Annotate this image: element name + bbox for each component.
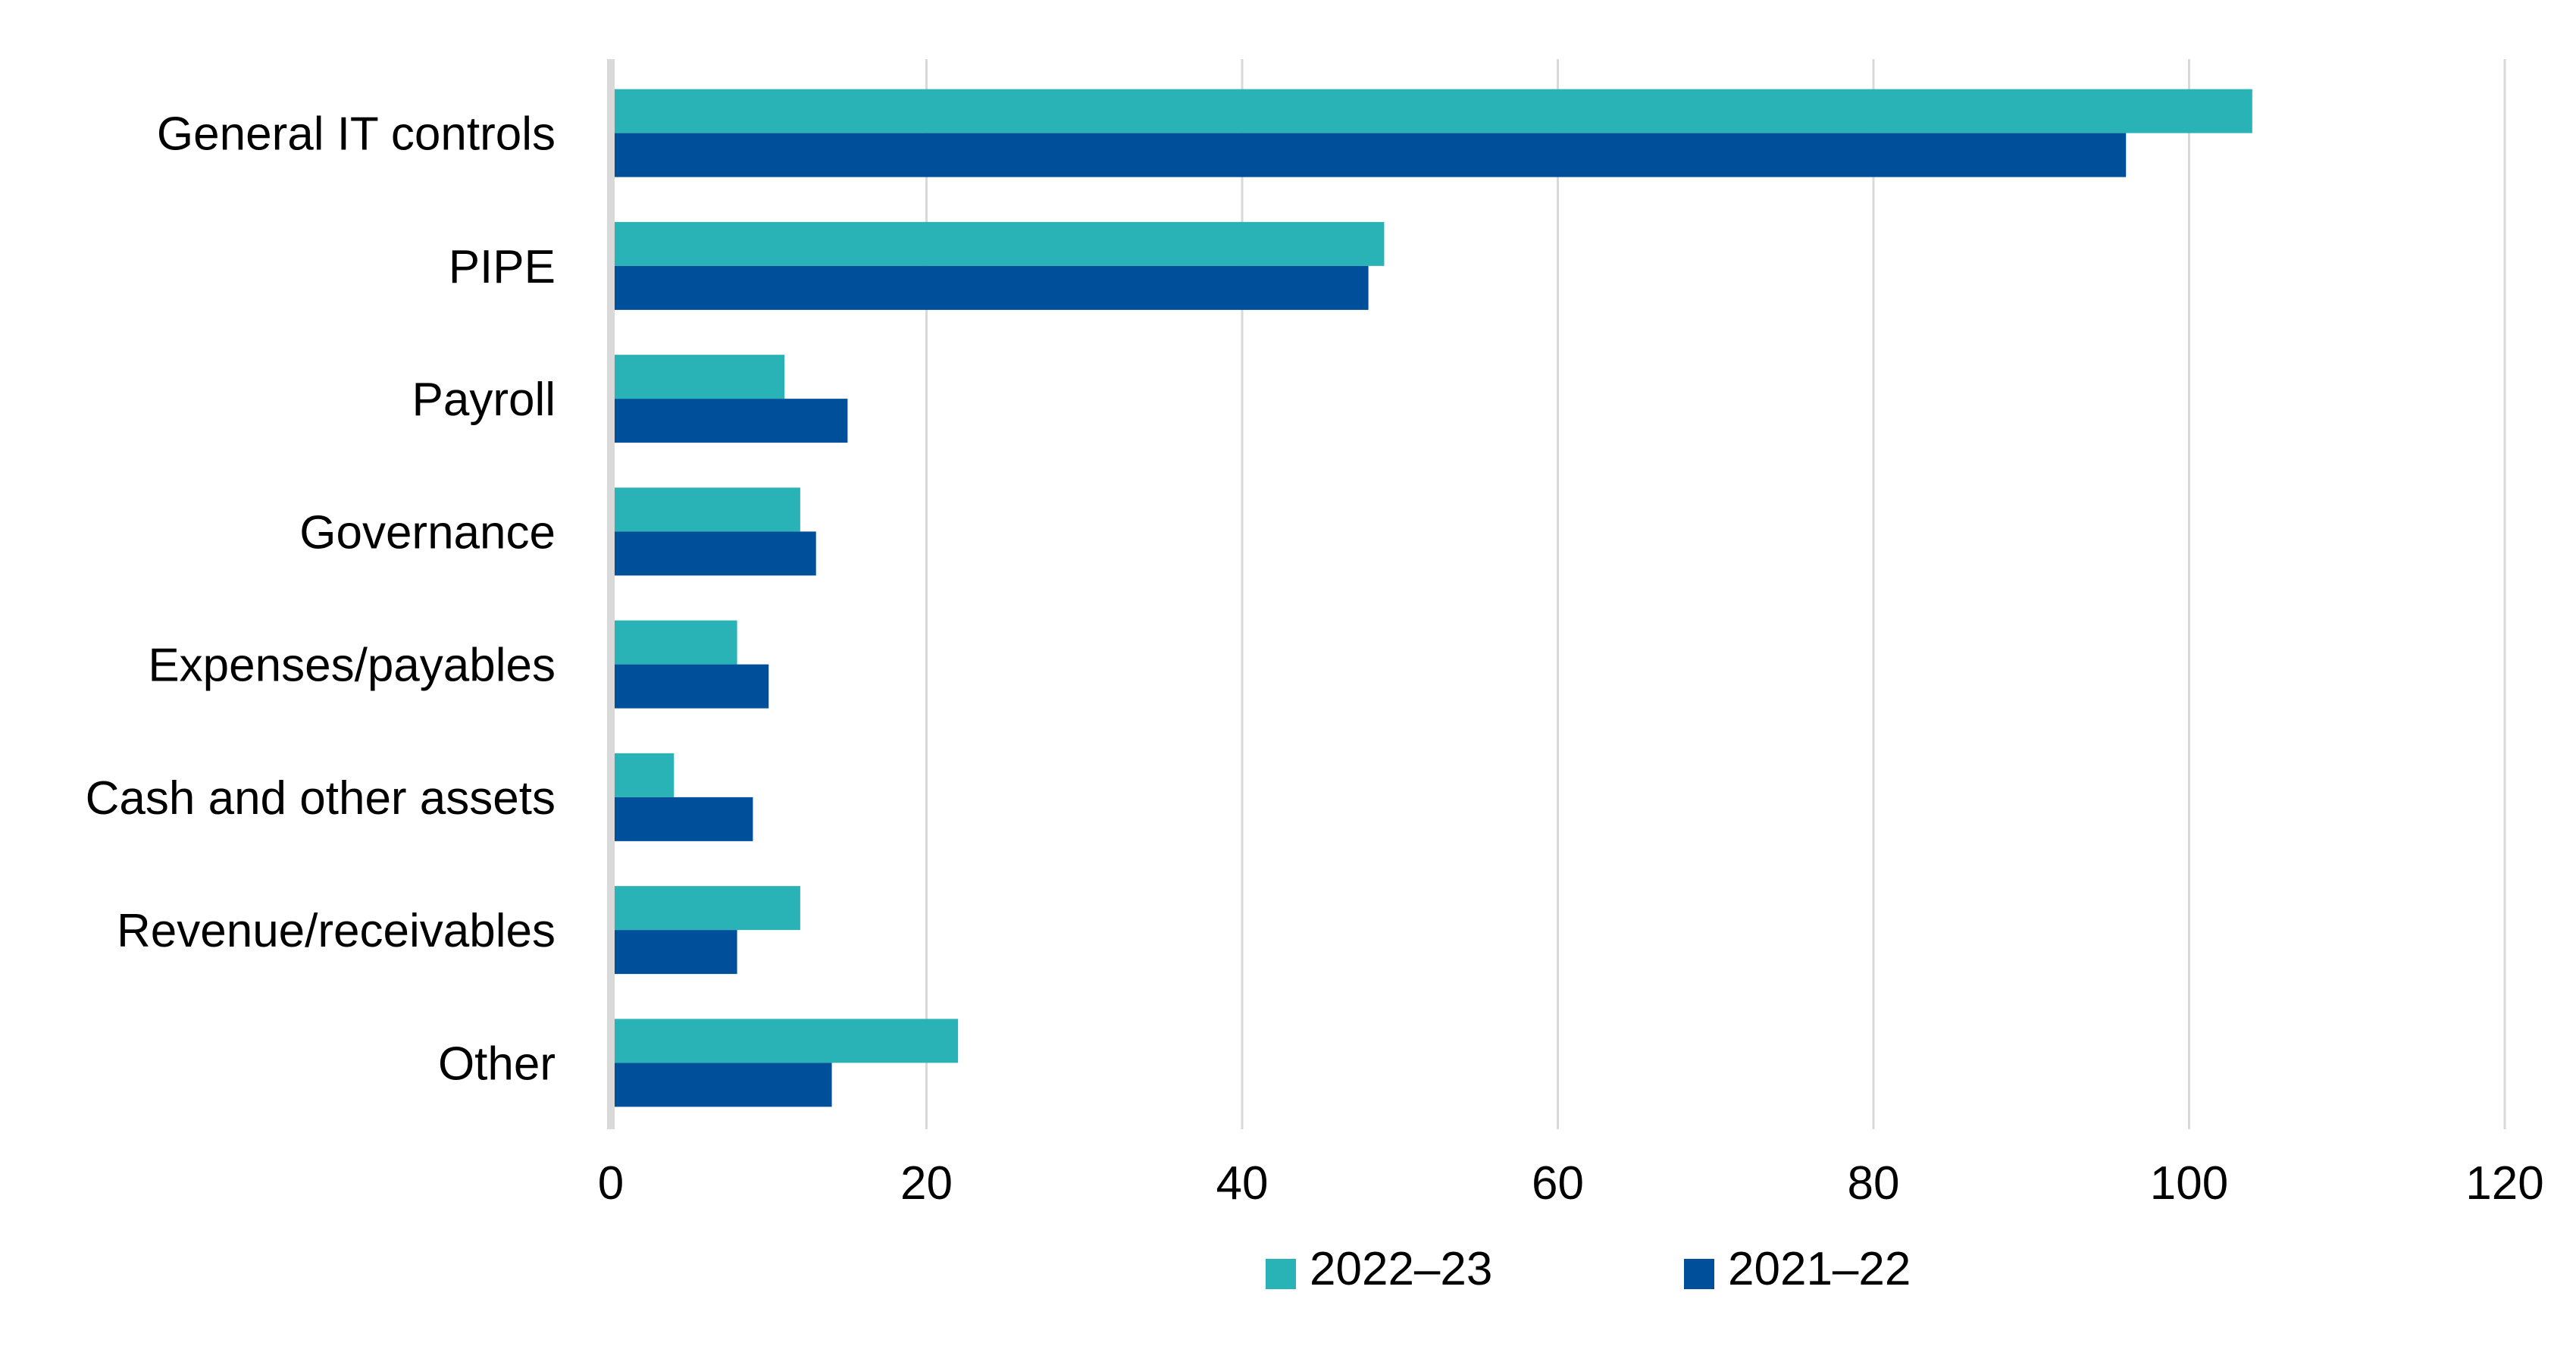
bar-series-b <box>611 531 816 576</box>
y-category-label: PIPE <box>449 241 556 293</box>
x-tick-label: 80 <box>1848 1157 1900 1210</box>
bar-series-b <box>611 664 769 709</box>
x-tick-label: 0 <box>598 1157 624 1210</box>
bar-series-a <box>611 89 2252 133</box>
gridlines <box>925 59 2506 1129</box>
y-category-label: Expenses/payables <box>148 640 556 692</box>
y-category-label: Other <box>438 1038 556 1090</box>
legend: 2022–23 2021–22 <box>1266 1243 1911 1295</box>
bar-series-a <box>611 487 800 532</box>
bar-series-b <box>611 930 737 975</box>
legend-swatch <box>1684 1259 1714 1289</box>
bar-series-a <box>611 1019 959 1063</box>
legend-label: 2021–22 <box>1728 1243 1911 1295</box>
y-category-label: Revenue/receivables <box>117 905 556 957</box>
axes: 0 20 40 60 80 100 120 General IT controls PIPE Pa… <box>86 59 2544 1210</box>
bar-series-b <box>611 133 2127 177</box>
bar-series-a <box>611 221 1385 266</box>
bar-series-b <box>611 399 848 443</box>
y-category-label: Cash and other assets <box>86 772 556 825</box>
bars <box>611 89 2252 1107</box>
bar-series-b <box>611 797 753 841</box>
bar-series-a <box>611 620 737 665</box>
legend-swatch <box>1266 1259 1296 1289</box>
x-tick-label: 100 <box>2150 1157 2228 1210</box>
bar-series-a <box>611 753 675 797</box>
y-category-label: General IT controls <box>157 108 556 161</box>
y-category-label: Payroll <box>412 374 556 426</box>
bar-series-a <box>611 886 800 931</box>
legend-label: 2022–23 <box>1310 1243 1492 1295</box>
x-tick-label: 20 <box>900 1157 953 1210</box>
x-tick-label: 40 <box>1216 1157 1269 1210</box>
x-tick-label: 120 <box>2465 1157 2543 1210</box>
bar-series-b <box>611 265 1369 310</box>
bar-series-a <box>611 355 785 399</box>
x-tick-label: 60 <box>1532 1157 1584 1210</box>
bar-series-b <box>611 1063 832 1107</box>
y-category-label: Governance <box>299 506 556 559</box>
